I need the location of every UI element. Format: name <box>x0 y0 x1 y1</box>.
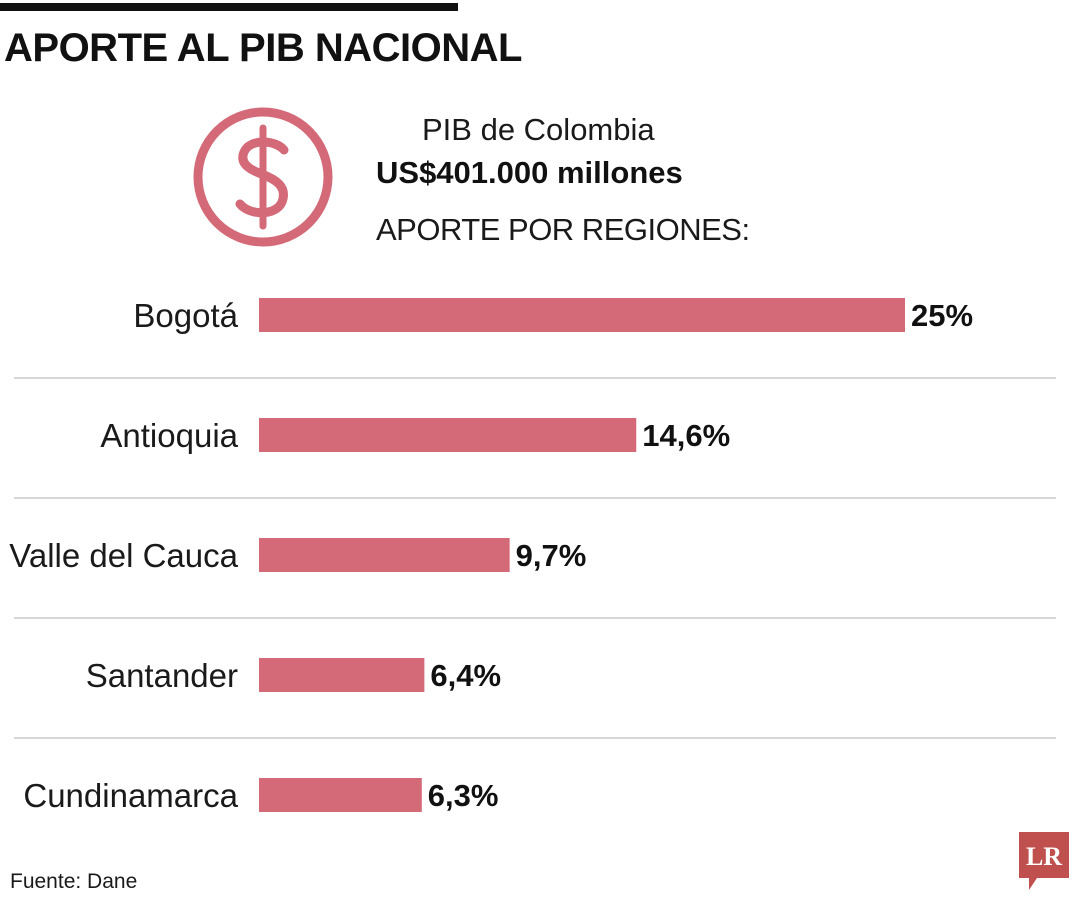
bar-3 <box>259 658 425 692</box>
category-label: Antioquia <box>100 417 238 454</box>
bar-2 <box>259 538 510 572</box>
category-label: Valle del Cauca <box>9 537 238 574</box>
value-label: 9,7% <box>516 538 587 573</box>
pib-label: PIB de Colombia <box>422 112 655 147</box>
value-label: 25% <box>911 298 973 333</box>
pib-value: US$401.000 millones <box>376 155 683 190</box>
category-label: Bogotá <box>133 297 238 334</box>
svg-text:LR: LR <box>1026 842 1062 871</box>
category-label: Santander <box>86 657 238 694</box>
dollar-circle-icon <box>193 107 333 247</box>
top-rule <box>0 3 458 11</box>
value-label: 6,4% <box>430 658 501 693</box>
source-note: Fuente: Dane <box>10 870 138 893</box>
value-label: 6,3% <box>428 778 499 813</box>
regions-label: APORTE POR REGIONES: <box>376 212 750 247</box>
category-label: Cundinamarca <box>23 777 238 814</box>
value-label: 14,6% <box>642 418 730 453</box>
bar-4 <box>259 778 422 812</box>
bar-0 <box>259 298 905 332</box>
lr-logo: LR <box>1019 832 1069 890</box>
chart-title: APORTE AL PIB NACIONAL <box>4 26 522 70</box>
bar-1 <box>259 418 637 452</box>
